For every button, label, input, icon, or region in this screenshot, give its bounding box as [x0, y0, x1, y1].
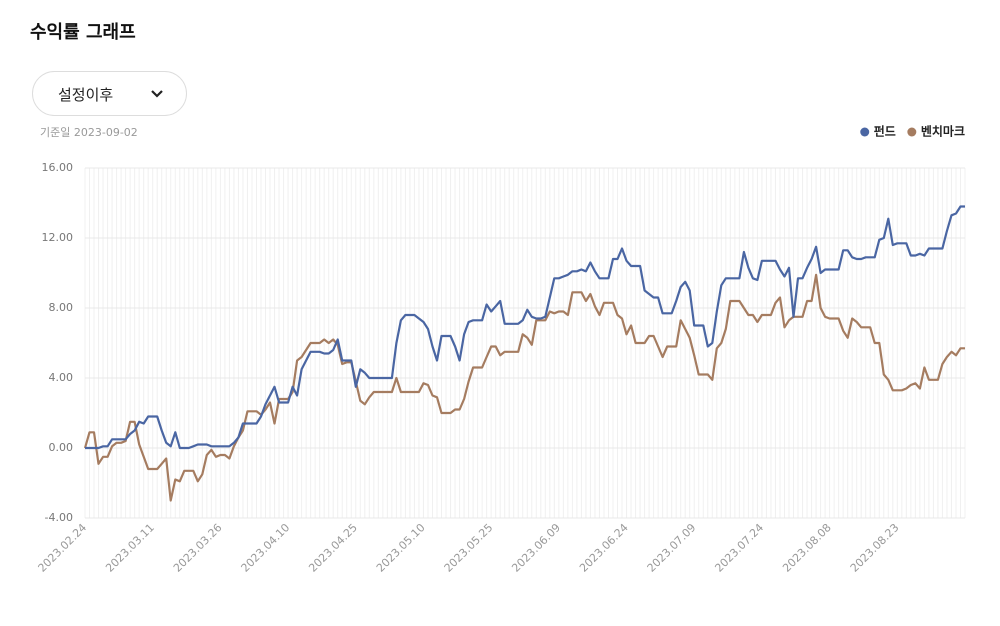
x-tick-label: 2023.08.23 — [848, 521, 902, 575]
series-line — [85, 205, 965, 450]
chevron-icon — [151, 90, 163, 98]
period-dropdown[interactable]: 설정이후 — [32, 71, 187, 116]
legend-marker — [860, 127, 870, 137]
x-tick-label: 2023.06.09 — [509, 521, 563, 575]
page-title: 수익률 그래프 — [30, 22, 136, 43]
base-date: 기준일 2023-09-02 — [40, 126, 138, 139]
x-tick-label: 2023.07.24 — [712, 521, 766, 575]
x-tick-label: 2023.08.08 — [780, 521, 834, 575]
x-tick-label: 2023.06.24 — [577, 521, 631, 575]
x-tick-label: 2023.02.24 — [36, 521, 90, 575]
x-tick-label: 2023.03.26 — [171, 521, 225, 575]
dropdown-label: 설정이후 — [58, 86, 114, 104]
legend-label: 벤치마크 — [921, 124, 965, 139]
y-tick-label: 0.00 — [49, 441, 74, 454]
x-tick-label: 2023.03.11 — [103, 521, 157, 575]
y-tick-label: 12.00 — [42, 231, 74, 244]
x-tick-label: 2023.04.25 — [306, 521, 360, 575]
x-tick-label: 2023.04.10 — [239, 521, 293, 575]
y-tick-label: -4.00 — [45, 511, 73, 524]
x-tick-label: 2023.07.09 — [645, 521, 699, 575]
legend-marker — [907, 127, 917, 137]
y-tick-label: 8.00 — [49, 301, 74, 314]
x-tick-label: 2023.05.10 — [374, 521, 428, 575]
series-line — [83, 273, 965, 502]
legend-label: 펀드 — [874, 124, 896, 139]
y-tick-label: 16.00 — [42, 161, 74, 174]
y-tick-label: 4.00 — [49, 371, 74, 384]
x-tick-label: 2023.05.25 — [442, 521, 496, 575]
